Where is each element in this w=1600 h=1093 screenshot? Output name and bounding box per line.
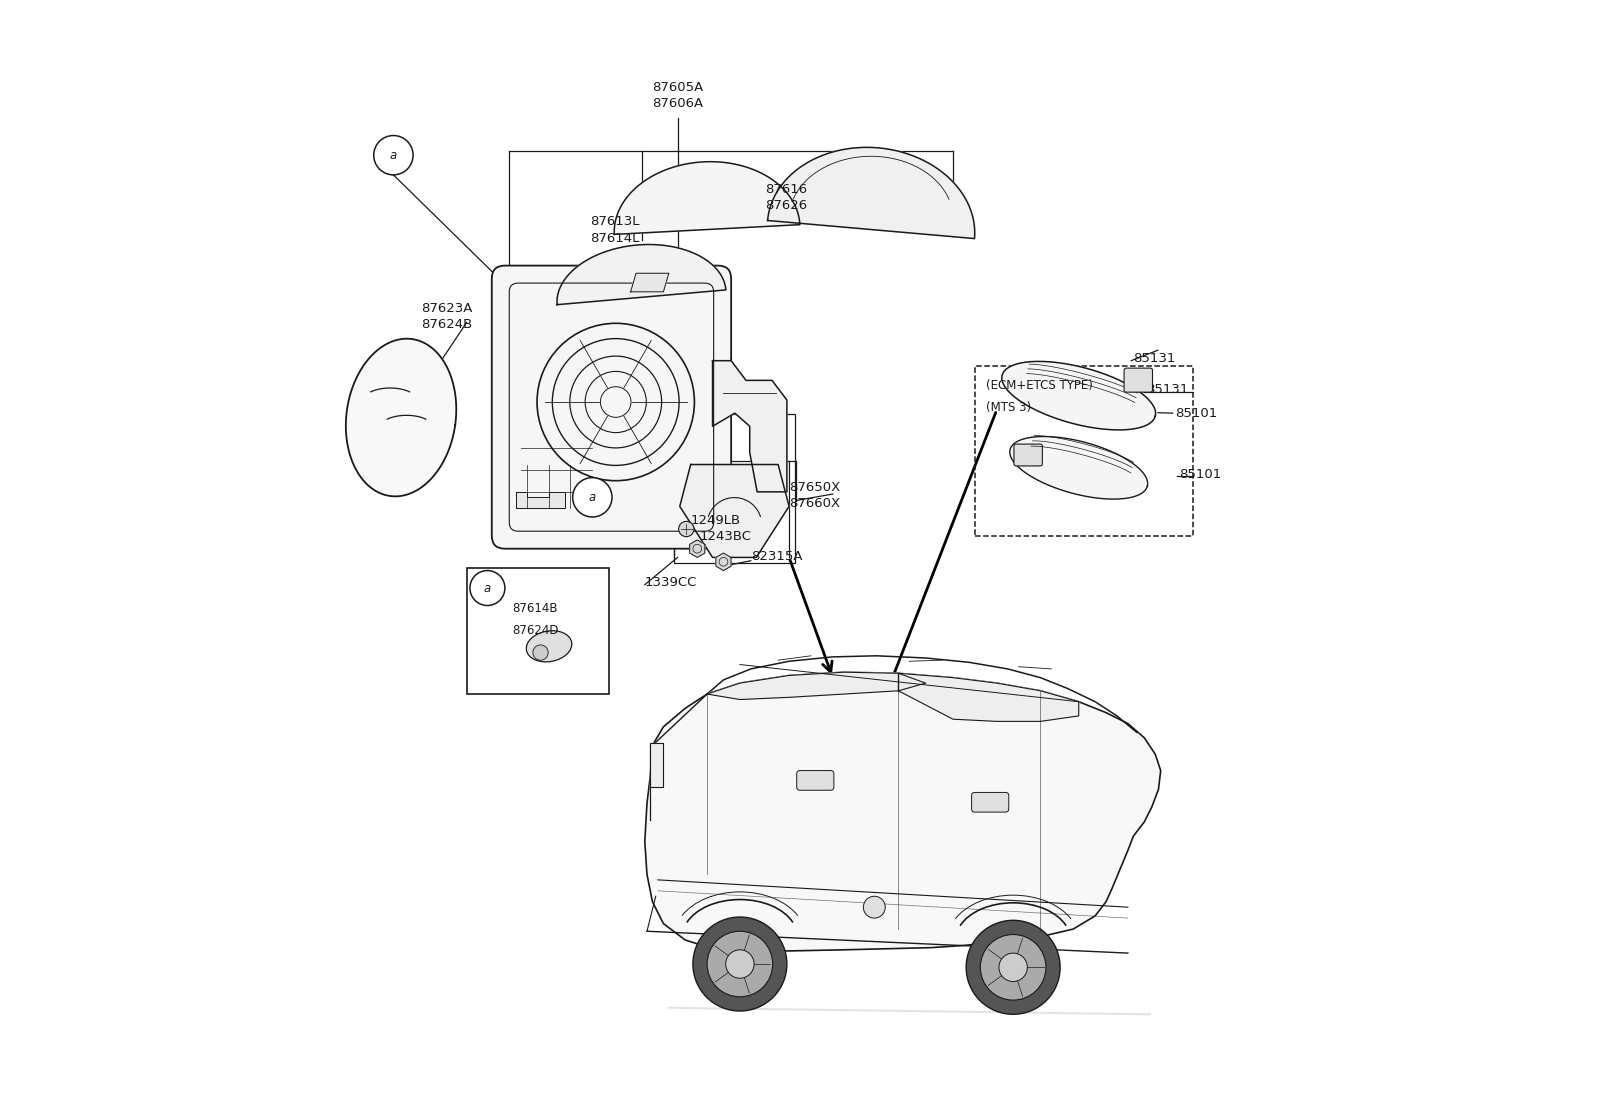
Ellipse shape — [526, 631, 571, 662]
Circle shape — [693, 917, 787, 1011]
Circle shape — [374, 136, 413, 175]
FancyBboxPatch shape — [971, 792, 1008, 812]
Circle shape — [998, 953, 1027, 982]
Circle shape — [470, 571, 506, 606]
Text: 1339CC: 1339CC — [645, 576, 698, 589]
Polygon shape — [650, 743, 664, 787]
Polygon shape — [557, 245, 726, 305]
Text: 87606A: 87606A — [653, 97, 702, 110]
Text: 87613L: 87613L — [590, 215, 640, 228]
Text: 85101: 85101 — [1174, 407, 1218, 420]
Text: 87660X: 87660X — [789, 497, 840, 510]
Polygon shape — [690, 540, 706, 557]
Text: 82315A: 82315A — [750, 550, 802, 563]
Circle shape — [573, 478, 613, 517]
Text: 85101: 85101 — [1179, 468, 1221, 481]
FancyBboxPatch shape — [797, 771, 834, 790]
Text: 87624D: 87624D — [512, 624, 558, 637]
Text: (MTS 3): (MTS 3) — [986, 401, 1030, 414]
Text: a: a — [483, 581, 491, 595]
Text: 87614B: 87614B — [512, 602, 558, 615]
Text: 87650X: 87650X — [789, 481, 840, 494]
Circle shape — [678, 521, 694, 537]
Polygon shape — [614, 162, 800, 234]
Text: 1243BC: 1243BC — [699, 530, 752, 543]
FancyBboxPatch shape — [491, 266, 731, 549]
Circle shape — [726, 950, 754, 978]
Circle shape — [864, 896, 885, 918]
Text: 87614L: 87614L — [590, 232, 640, 245]
Text: 87626: 87626 — [765, 199, 806, 212]
Text: 85131: 85131 — [1147, 384, 1189, 397]
Circle shape — [707, 931, 773, 997]
Text: a: a — [589, 491, 595, 504]
Text: 85131: 85131 — [1133, 352, 1176, 365]
Polygon shape — [1010, 436, 1147, 500]
Polygon shape — [515, 492, 565, 508]
Polygon shape — [680, 465, 789, 557]
Circle shape — [981, 935, 1046, 1000]
Text: 87624B: 87624B — [421, 318, 472, 331]
Text: 87616: 87616 — [765, 183, 806, 196]
Polygon shape — [712, 361, 787, 492]
Polygon shape — [715, 553, 731, 571]
Text: 87623A: 87623A — [421, 302, 472, 315]
Polygon shape — [768, 148, 974, 238]
Polygon shape — [630, 273, 669, 292]
Bar — [974, 366, 1194, 536]
FancyBboxPatch shape — [1014, 444, 1042, 466]
Polygon shape — [1002, 362, 1155, 430]
Polygon shape — [707, 672, 926, 700]
Circle shape — [966, 920, 1061, 1014]
Polygon shape — [645, 672, 1160, 951]
Text: a: a — [390, 149, 397, 162]
Text: 1249LB: 1249LB — [691, 514, 741, 527]
Polygon shape — [898, 673, 1078, 721]
Bar — [467, 568, 608, 694]
Polygon shape — [346, 339, 456, 496]
Text: (ECM+ETCS TYPE): (ECM+ETCS TYPE) — [986, 379, 1093, 392]
Circle shape — [533, 645, 549, 660]
FancyBboxPatch shape — [1125, 368, 1152, 392]
Text: 87605A: 87605A — [651, 81, 704, 94]
